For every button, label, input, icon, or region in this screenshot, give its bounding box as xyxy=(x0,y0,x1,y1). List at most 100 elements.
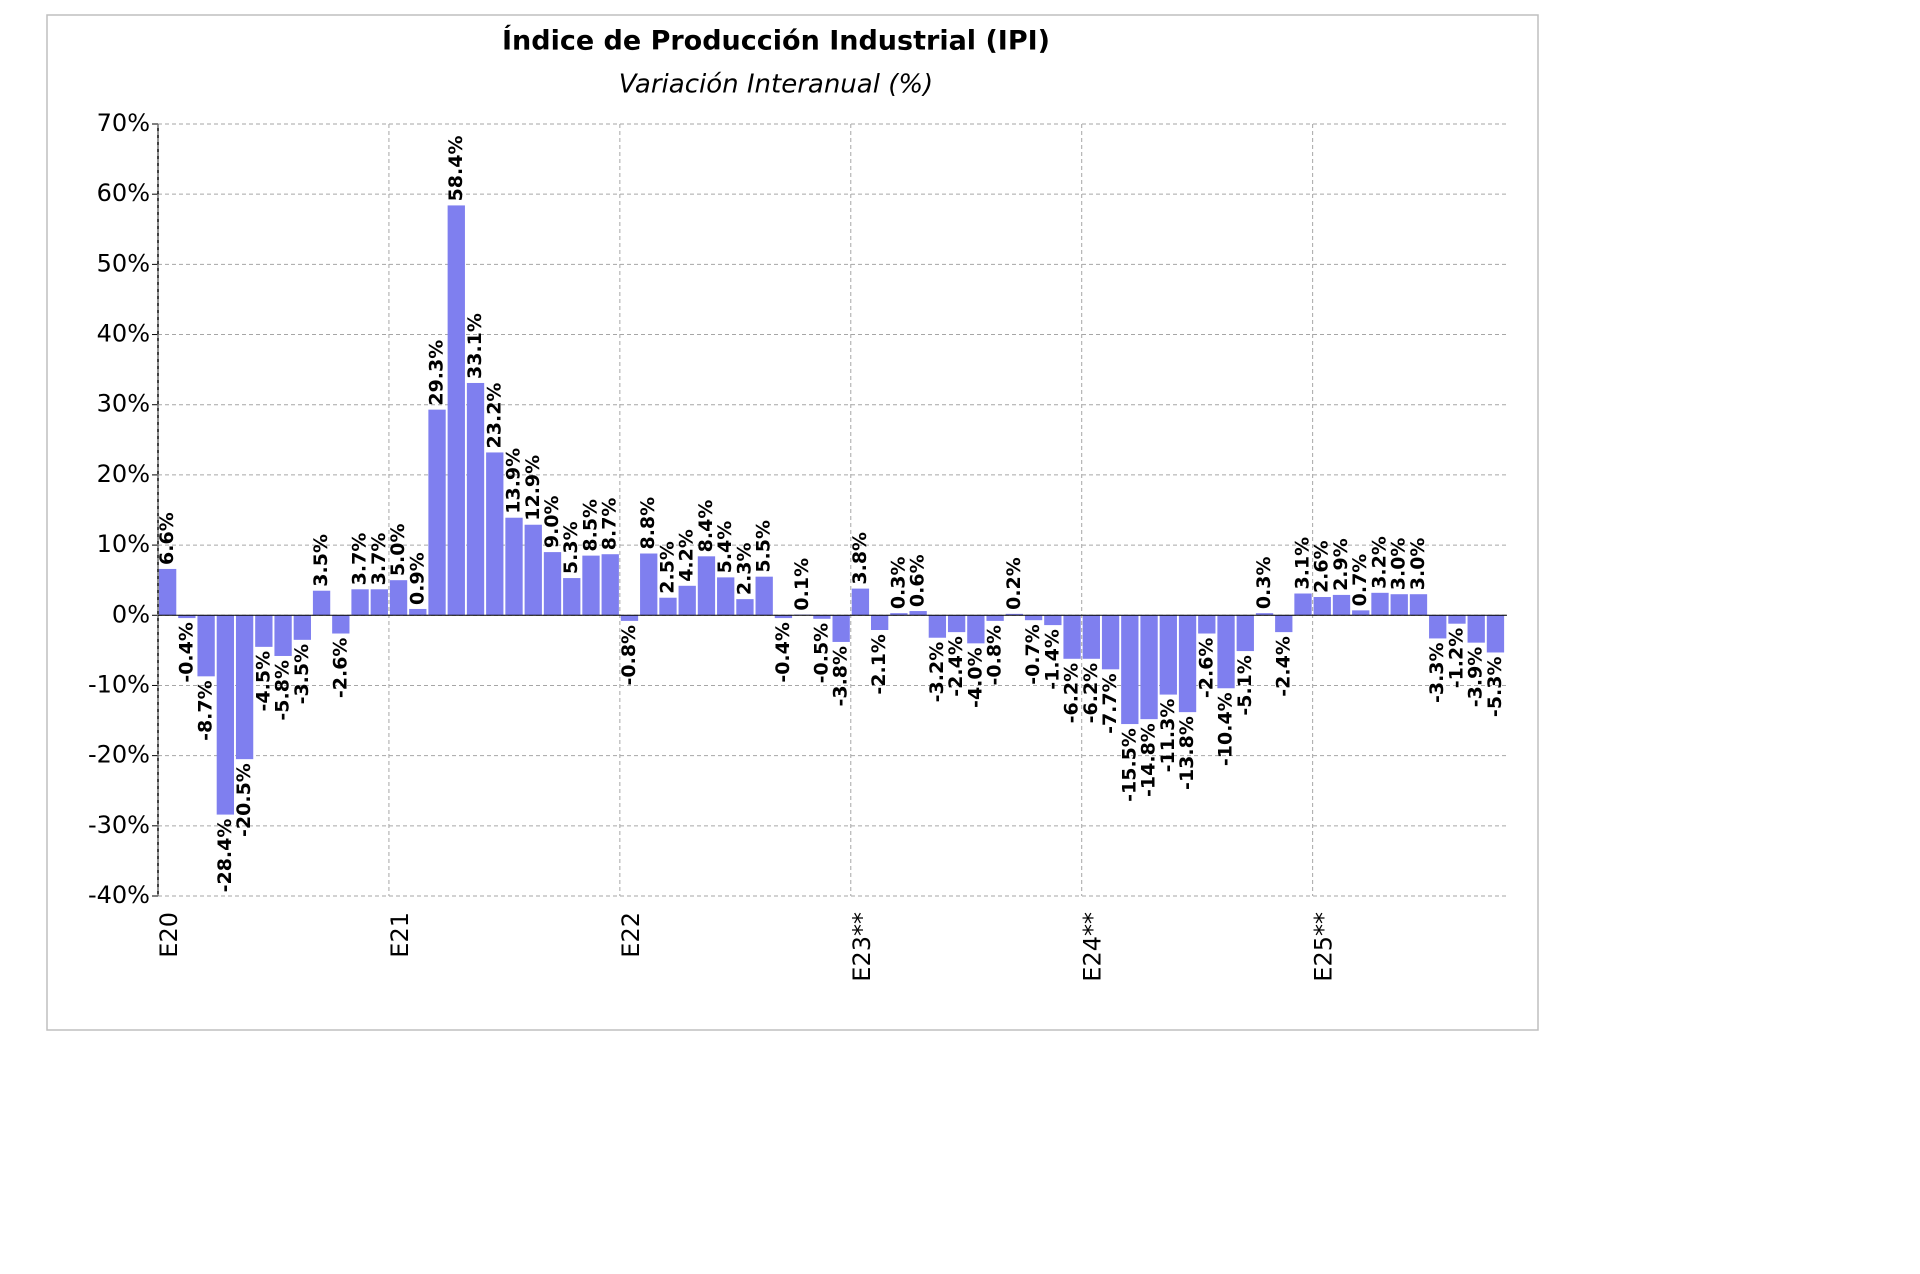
value-label: -3.9% xyxy=(1465,647,1487,708)
value-label: 3.8% xyxy=(849,532,871,585)
value-label: -3.5% xyxy=(291,644,313,705)
value-label: -14.8% xyxy=(1138,723,1160,797)
bar xyxy=(774,615,793,619)
bar xyxy=(659,597,677,616)
bar xyxy=(678,585,696,616)
value-label: -2.6% xyxy=(329,638,351,699)
bar xyxy=(1409,594,1428,616)
value-label: 0.9% xyxy=(406,552,428,605)
bar xyxy=(947,615,966,633)
value-label: 0.3% xyxy=(1253,556,1275,609)
bar xyxy=(486,452,504,616)
bar xyxy=(1024,615,1043,621)
value-label: 3.2% xyxy=(1368,536,1390,589)
bar xyxy=(505,517,523,616)
bar xyxy=(909,611,927,616)
bar xyxy=(332,615,350,634)
x-tick-label: E22 xyxy=(617,912,645,958)
bar xyxy=(1294,593,1312,616)
value-label: 8.8% xyxy=(637,497,659,550)
bar xyxy=(640,553,658,616)
value-label: 8.5% xyxy=(579,499,601,552)
bar xyxy=(1255,613,1274,616)
x-tick-label: E20 xyxy=(155,912,183,958)
bar xyxy=(1332,594,1351,616)
bar xyxy=(582,555,600,616)
value-label: 3.5% xyxy=(310,534,332,587)
value-label: -6.2% xyxy=(1061,663,1083,724)
value-label: -0.8% xyxy=(984,625,1006,686)
bar xyxy=(967,615,985,644)
value-label: -0.5% xyxy=(810,623,832,684)
value-label: 6.6% xyxy=(156,512,178,565)
bar xyxy=(1121,615,1139,725)
value-label: -1.4% xyxy=(1041,629,1063,690)
value-label: -5.3% xyxy=(1484,656,1506,717)
value-label: -2.1% xyxy=(868,634,890,695)
value-label: 3.7% xyxy=(368,533,390,586)
value-label: -10.4% xyxy=(1215,692,1237,766)
y-tick-label: 10% xyxy=(97,530,150,558)
bar xyxy=(851,588,870,616)
value-label: -20.5% xyxy=(233,763,255,837)
value-label: -0.4% xyxy=(175,622,197,683)
bar xyxy=(1467,615,1485,643)
value-label: 3.0% xyxy=(1388,538,1410,591)
x-tick-label: E24** xyxy=(1079,912,1107,982)
value-label: -8.7% xyxy=(195,680,217,741)
x-tick-label: E21 xyxy=(386,912,414,958)
value-label: 2.3% xyxy=(733,542,755,595)
bar xyxy=(1178,615,1197,713)
y-tick-label: 70% xyxy=(97,109,150,137)
bar xyxy=(197,615,215,677)
value-label: 23.2% xyxy=(483,383,505,449)
value-label: -5.1% xyxy=(1234,655,1256,716)
bar xyxy=(563,578,581,616)
bar xyxy=(428,409,446,616)
y-tick-label: -20% xyxy=(88,741,150,769)
chart-subtitle: Variación Interanual (%) xyxy=(619,70,933,100)
y-tick-label: 30% xyxy=(97,390,150,418)
value-label: -11.3% xyxy=(1157,699,1179,773)
x-tick-label: E23** xyxy=(848,912,876,982)
value-label: 0.2% xyxy=(1003,557,1025,610)
value-label: -15.5% xyxy=(1118,728,1140,802)
bar xyxy=(409,608,427,616)
value-label: 29.3% xyxy=(426,340,448,406)
value-label: 5.4% xyxy=(714,521,736,574)
value-label: -1.2% xyxy=(1445,628,1467,689)
y-tick-label: -30% xyxy=(88,811,150,839)
value-label: 2.6% xyxy=(1311,540,1333,593)
value-label: 0.6% xyxy=(907,554,929,607)
bar xyxy=(813,615,831,619)
bar xyxy=(1313,597,1331,616)
value-label: -2.4% xyxy=(1272,636,1294,697)
value-label: 5.3% xyxy=(560,521,582,574)
bar xyxy=(832,615,850,642)
bar xyxy=(1371,592,1389,616)
bar xyxy=(928,615,947,638)
value-label: 3.1% xyxy=(1292,537,1314,590)
value-label: -7.7% xyxy=(1099,673,1121,734)
value-label: 13.9% xyxy=(503,448,525,514)
value-label: -2.6% xyxy=(1195,638,1217,699)
bar xyxy=(1352,610,1370,616)
bar xyxy=(524,524,542,616)
value-label: -0.4% xyxy=(772,622,794,683)
value-label: 8.4% xyxy=(695,500,717,553)
bar xyxy=(1275,615,1293,633)
value-label: -3.2% xyxy=(926,642,948,703)
bar xyxy=(1198,615,1216,634)
bar xyxy=(543,552,562,616)
bar xyxy=(1159,615,1177,695)
value-label: 8.7% xyxy=(599,498,621,551)
bar xyxy=(986,615,1004,621)
value-label: 4.2% xyxy=(676,529,698,582)
bar xyxy=(1390,594,1408,616)
y-tick-label: 40% xyxy=(97,320,150,348)
value-label: -3.8% xyxy=(830,646,852,707)
bar xyxy=(1063,615,1081,659)
bar xyxy=(178,615,196,619)
value-label: 9.0% xyxy=(541,495,563,548)
bar xyxy=(890,613,908,616)
